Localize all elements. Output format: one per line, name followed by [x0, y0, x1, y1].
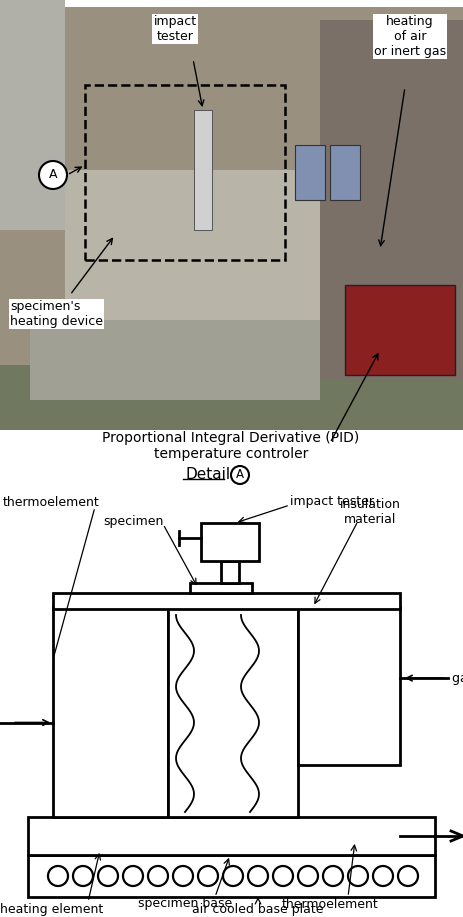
Text: specimen: specimen — [103, 515, 163, 528]
Text: thermoelement: thermoelement — [282, 898, 378, 911]
Bar — [320, 20, 463, 380]
Circle shape — [348, 866, 368, 886]
Bar — [28, 855, 435, 897]
Bar — [30, 320, 320, 400]
Text: A: A — [236, 469, 244, 481]
Text: heating element: heating element — [0, 902, 104, 915]
Bar — [194, 110, 212, 230]
Text: specimen base: specimen base — [138, 898, 232, 911]
Text: impact tester: impact tester — [290, 495, 374, 509]
Circle shape — [173, 866, 193, 886]
Text: A: A — [49, 169, 57, 182]
Bar — [0, 7, 463, 430]
Circle shape — [148, 866, 168, 886]
Text: gas inlet: gas inlet — [452, 671, 463, 685]
Text: Proportional Integral Derivative (PID): Proportional Integral Derivative (PID) — [102, 431, 360, 445]
Circle shape — [298, 866, 318, 886]
Bar — [65, 170, 320, 370]
Text: heating
of air
or inert gas: heating of air or inert gas — [374, 15, 446, 58]
Circle shape — [123, 866, 143, 886]
Bar — [201, 523, 259, 561]
Text: insulation
material: insulation material — [339, 498, 400, 526]
Text: thermoelement: thermoelement — [3, 495, 100, 509]
Bar — [190, 583, 252, 593]
Circle shape — [39, 161, 67, 189]
Circle shape — [398, 866, 418, 886]
Circle shape — [48, 866, 68, 886]
Circle shape — [273, 866, 293, 886]
Circle shape — [248, 866, 268, 886]
Bar — [53, 607, 168, 817]
Circle shape — [231, 466, 249, 484]
Circle shape — [73, 866, 93, 886]
Text: specimen's
heating device: specimen's heating device — [10, 300, 103, 328]
Circle shape — [98, 866, 118, 886]
Text: Detail: Detail — [186, 467, 231, 482]
Bar — [0, 365, 463, 430]
Circle shape — [198, 866, 218, 886]
Circle shape — [223, 866, 243, 886]
Bar — [298, 607, 400, 765]
Text: air cooled base plate: air cooled base plate — [192, 902, 324, 915]
Bar — [85, 85, 285, 260]
Text: temperature controler: temperature controler — [154, 447, 308, 461]
Bar — [53, 593, 400, 609]
Bar — [330, 145, 360, 200]
Bar — [295, 145, 325, 200]
Bar — [168, 607, 298, 817]
Bar — [0, 0, 65, 230]
Circle shape — [323, 866, 343, 886]
Text: impact
tester: impact tester — [153, 15, 197, 43]
Bar — [28, 817, 435, 855]
Bar — [345, 285, 455, 375]
Circle shape — [373, 866, 393, 886]
Bar — [221, 561, 239, 583]
